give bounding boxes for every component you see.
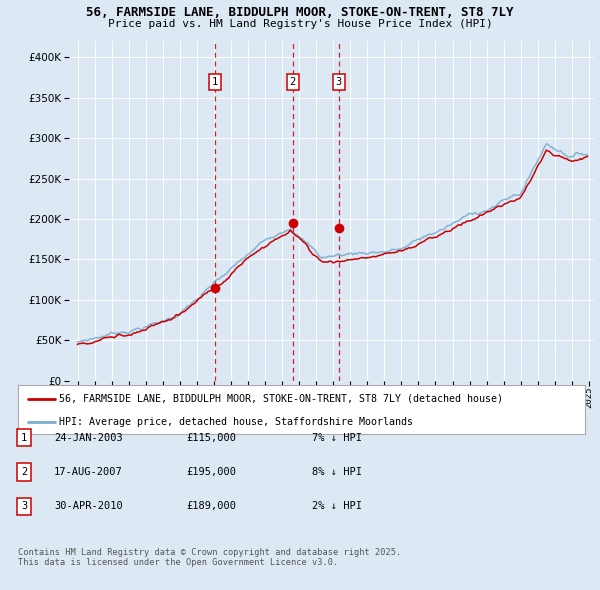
Text: 8% ↓ HPI: 8% ↓ HPI — [312, 467, 362, 477]
Text: 17-AUG-2007: 17-AUG-2007 — [54, 467, 123, 477]
Text: 24-JAN-2003: 24-JAN-2003 — [54, 433, 123, 442]
Text: £189,000: £189,000 — [186, 502, 236, 511]
Text: 1: 1 — [212, 77, 218, 87]
Text: £115,000: £115,000 — [186, 433, 236, 442]
Text: 2: 2 — [290, 77, 296, 87]
Text: 7% ↓ HPI: 7% ↓ HPI — [312, 433, 362, 442]
Text: 2: 2 — [21, 467, 27, 477]
Text: 56, FARMSIDE LANE, BIDDULPH MOOR, STOKE-ON-TRENT, ST8 7LY: 56, FARMSIDE LANE, BIDDULPH MOOR, STOKE-… — [86, 6, 514, 19]
Text: 2% ↓ HPI: 2% ↓ HPI — [312, 502, 362, 511]
Text: 56, FARMSIDE LANE, BIDDULPH MOOR, STOKE-ON-TRENT, ST8 7LY (detached house): 56, FARMSIDE LANE, BIDDULPH MOOR, STOKE-… — [59, 394, 503, 404]
Text: 30-APR-2010: 30-APR-2010 — [54, 502, 123, 511]
Text: 1: 1 — [21, 433, 27, 442]
Text: 3: 3 — [336, 77, 342, 87]
Text: Contains HM Land Registry data © Crown copyright and database right 2025.
This d: Contains HM Land Registry data © Crown c… — [18, 548, 401, 567]
Text: 3: 3 — [21, 502, 27, 511]
Text: £195,000: £195,000 — [186, 467, 236, 477]
Text: HPI: Average price, detached house, Staffordshire Moorlands: HPI: Average price, detached house, Staf… — [59, 417, 413, 427]
Text: Price paid vs. HM Land Registry's House Price Index (HPI): Price paid vs. HM Land Registry's House … — [107, 19, 493, 30]
